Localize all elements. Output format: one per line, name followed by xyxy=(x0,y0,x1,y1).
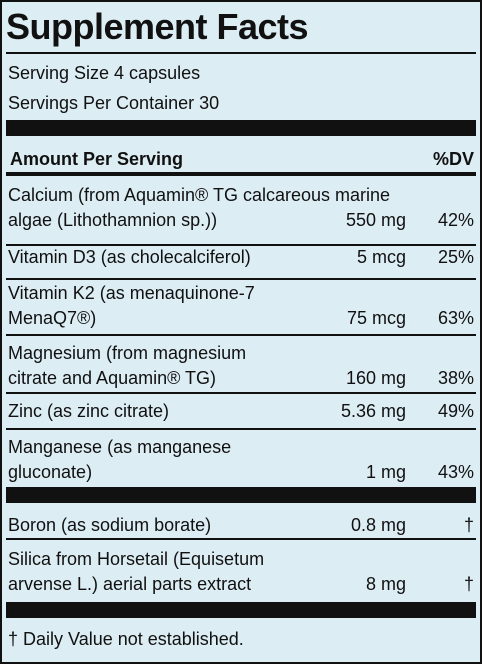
nutrient-name: gluconate) xyxy=(8,462,93,482)
daily-value: † xyxy=(463,515,474,535)
amount: 1 mg xyxy=(365,462,406,482)
daily-value: † xyxy=(463,574,474,594)
rule xyxy=(6,334,476,336)
amount: 8 mg xyxy=(365,574,406,594)
thick-rule xyxy=(6,602,476,618)
rule xyxy=(6,244,476,246)
nutrient-name: Vitamin K2 (as menaquinone-7 xyxy=(8,283,255,303)
daily-value: 25% xyxy=(437,247,474,267)
nutrient-name: Calcium (from Aquamin® TG calcareous mar… xyxy=(8,185,391,205)
thick-rule xyxy=(6,120,476,136)
dv-header: %DV xyxy=(432,149,474,169)
rule xyxy=(6,172,476,176)
rule xyxy=(6,278,476,280)
amount: 160 mg xyxy=(345,368,406,388)
nutrient-name: arvense L.) aerial parts extract xyxy=(8,574,252,594)
amount: 0.8 mg xyxy=(350,515,406,535)
nutrient-name: algae (Lithothamnion sp.)) xyxy=(8,210,218,230)
amount-header: Amount Per Serving xyxy=(10,149,184,169)
daily-value: 42% xyxy=(437,210,474,230)
daily-value: 38% xyxy=(437,368,474,388)
servings-per-container: Servings Per Container 30 xyxy=(8,93,220,113)
daily-value: 43% xyxy=(437,462,474,482)
amount: 550 mg xyxy=(345,210,406,230)
serving-size: Serving Size 4 capsules xyxy=(8,63,201,83)
nutrient-name: Magnesium (from magnesium xyxy=(8,343,247,363)
amount: 75 mcg xyxy=(346,308,406,328)
amount: 5 mcg xyxy=(356,247,406,267)
nutrient-name: Vitamin D3 (as cholecalciferol) xyxy=(8,247,251,267)
footnote: † Daily Value not established. xyxy=(8,629,244,649)
nutrient-name: Boron (as sodium borate) xyxy=(8,515,212,535)
rule xyxy=(6,392,476,394)
nutrient-name: citrate and Aquamin® TG) xyxy=(8,368,217,388)
daily-value: 63% xyxy=(437,308,474,328)
rule xyxy=(6,428,476,430)
nutrient-name: MenaQ7®) xyxy=(8,308,97,328)
nutrient-name: Manganese (as manganese xyxy=(8,437,232,457)
nutrient-name: Silica from Horsetail (Equisetum xyxy=(8,549,265,569)
rule xyxy=(6,538,476,540)
daily-value: 49% xyxy=(437,401,474,421)
title: Supplement Facts xyxy=(6,6,309,47)
nutrient-name: Zinc (as zinc citrate) xyxy=(8,401,170,421)
amount: 5.36 mg xyxy=(340,401,406,421)
thick-rule xyxy=(6,487,476,503)
rule xyxy=(6,52,476,54)
